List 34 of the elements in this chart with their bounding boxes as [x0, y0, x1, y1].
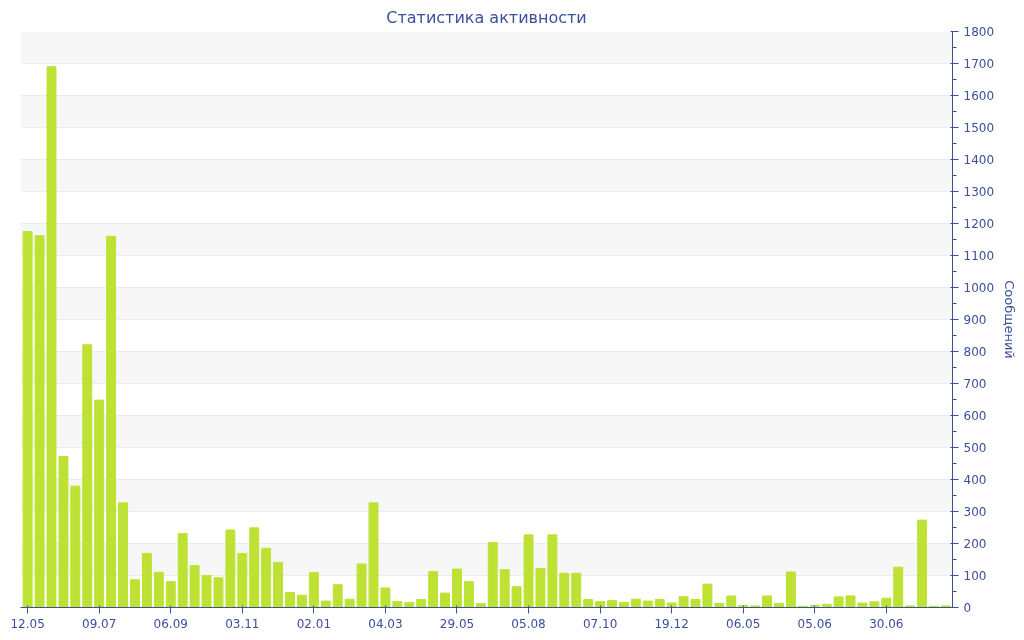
x-tick-label: 03.11	[225, 616, 260, 631]
x-tick-label: 07.10	[582, 616, 618, 631]
y-tick-label: 100	[963, 569, 987, 583]
x-tick-label: 06.05	[726, 616, 761, 631]
chart-title: Статистика активности	[386, 7, 587, 27]
y-tick-label: 200	[963, 537, 987, 551]
y-tick-label: 0	[963, 601, 972, 615]
y-axis-title: Сообщений	[1002, 280, 1018, 359]
x-tick-label: 19.12	[654, 616, 689, 631]
x-tick-label: 30.06	[869, 616, 904, 631]
x-tick-label: 04.03	[368, 616, 403, 631]
x-tick-label: 05.06	[797, 616, 832, 631]
y-tick-label: 900	[963, 313, 987, 327]
y-tick-label: 1400	[963, 153, 995, 167]
x-tick-label: 02.01	[296, 616, 332, 631]
x-tick-label: 12.05	[10, 616, 45, 631]
y-tick-label: 600	[963, 409, 987, 423]
y-tick-label: 1000	[963, 281, 995, 295]
y-tick-label: 300	[963, 505, 987, 519]
y-tick-label: 1500	[963, 121, 995, 135]
x-tick-label: 05.08	[511, 616, 546, 631]
x-tick-label: 09.07	[82, 616, 117, 631]
y-tick-label: 1100	[963, 249, 995, 263]
y-tick-label: 1200	[963, 217, 995, 231]
y-tick-label: 1800	[963, 25, 995, 39]
y-tick-label: 1300	[963, 185, 995, 199]
x-tick-label: 06.09	[153, 616, 188, 631]
y-tick-label: 700	[963, 377, 987, 391]
y-tick-label: 400	[963, 473, 987, 487]
y-tick-label: 800	[963, 345, 987, 359]
y-tick-label: 1600	[963, 89, 995, 103]
x-tick-label: 29.05	[439, 616, 475, 631]
y-tick-label: 500	[963, 441, 987, 455]
y-tick-label: 1700	[963, 57, 995, 71]
